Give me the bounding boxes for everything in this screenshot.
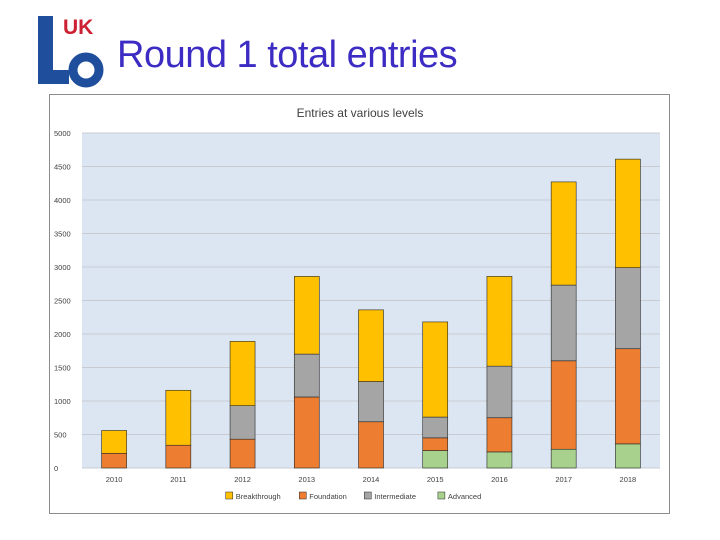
legend-swatch-advanced: [437, 491, 446, 500]
bar-segment-breakthrough: [550, 181, 577, 286]
chart-container: Entries at various levels 0 500 1000 1500 20…: [49, 94, 670, 514]
bar-segment-breakthrough: [293, 276, 320, 355]
bar-segment-foundation: [101, 452, 127, 469]
legend-swatch-foundation: [299, 491, 307, 500]
x-tick-label: 2012: [234, 475, 251, 484]
bar-segment-breakthrough: [615, 158, 641, 268]
legend-label-advanced: Advanced: [448, 492, 481, 501]
bar-segment-foundation: [165, 444, 192, 469]
bar-segment-foundation: [486, 417, 513, 453]
x-tick-label: 2016: [491, 475, 508, 484]
y-tick-label: 4500: [54, 163, 71, 172]
y-tick-label: 0: [54, 464, 58, 473]
bar-segment-intermediate: [229, 405, 256, 440]
bar-segment-intermediate: [550, 284, 577, 362]
x-tick-label: 2015: [427, 475, 444, 484]
legend: Breakthrough Foundation Intermediate Advanc…: [225, 491, 481, 501]
bar-segment-intermediate: [486, 365, 513, 419]
y-tick-label: 1500: [54, 364, 71, 373]
bar-segment-intermediate: [615, 267, 641, 350]
legend-label-foundation: Foundation: [309, 492, 347, 501]
legend-swatch-intermediate: [364, 491, 372, 500]
x-tick-label: 2014: [363, 475, 380, 484]
legend-swatch-breakthrough: [225, 491, 233, 500]
bar-segment-foundation: [358, 421, 384, 469]
stacked-bar-chart: Entries at various levels 0 500 1000 1500 20…: [54, 106, 660, 501]
y-tick-label: 5000: [54, 129, 71, 138]
bar-segment-advanced: [615, 443, 641, 469]
y-tick-label: 2000: [54, 330, 71, 339]
chart-title: Entries at various levels: [297, 106, 424, 120]
x-tick-label: 2017: [555, 475, 572, 484]
x-axis-ticks: 2010 2011 2012 2013 2014 2015 2016 2017 2018: [106, 475, 636, 484]
bar-segment-intermediate: [358, 381, 384, 423]
logo-uk-text: UK: [63, 16, 93, 39]
logo-letter-l-stem: [38, 16, 53, 74]
bar-segment-advanced: [550, 448, 577, 469]
bar-segment-intermediate: [293, 353, 320, 398]
slide-title: Round 1 total entries: [117, 34, 458, 76]
bar-segment-advanced: [486, 451, 513, 469]
bar-segment-breakthrough: [422, 321, 449, 418]
bar-segment-breakthrough: [165, 389, 192, 446]
y-tick-label: 500: [54, 431, 67, 440]
bar-segment-foundation: [229, 438, 256, 469]
bar-segment-breakthrough: [229, 341, 256, 406]
y-tick-label: 4000: [54, 196, 71, 205]
x-tick-label: 2011: [170, 475, 186, 484]
bar-segment-foundation: [550, 360, 577, 450]
y-axis-ticks: 0 500 1000 1500 2000 2500 3000 3500 4000 4500 5000: [54, 129, 71, 473]
logo-graphic: UK: [38, 16, 104, 88]
uk-logo: UK: [36, 12, 106, 90]
x-tick-label: 2013: [298, 475, 315, 484]
bar-segment-breakthrough: [486, 276, 513, 367]
y-tick-label: 3000: [54, 263, 71, 272]
bar-segment-breakthrough: [358, 309, 384, 382]
x-tick-label: 2010: [106, 475, 123, 484]
bar-segment-foundation: [422, 437, 449, 451]
bar-segment-breakthrough: [101, 430, 127, 454]
legend-label-breakthrough: Breakthrough: [236, 492, 281, 501]
y-tick-label: 1000: [54, 397, 71, 406]
bars: [101, 158, 641, 469]
bar-segment-foundation: [615, 348, 641, 445]
y-tick-label: 2500: [54, 297, 71, 306]
bar-segment-foundation: [293, 396, 320, 469]
bar-segment-advanced: [422, 450, 449, 469]
bar-segment-intermediate: [422, 416, 449, 439]
legend-label-intermediate: Intermediate: [374, 492, 416, 501]
logo-letter-l-base: [38, 70, 69, 84]
x-tick-label: 2018: [620, 475, 637, 484]
logo-letter-o: [68, 52, 104, 88]
y-tick-label: 3500: [54, 230, 71, 239]
